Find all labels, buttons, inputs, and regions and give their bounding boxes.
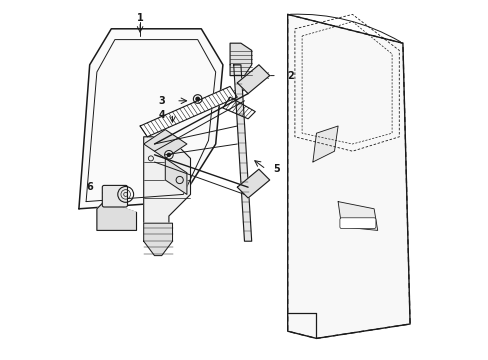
Polygon shape	[79, 29, 223, 209]
FancyBboxPatch shape	[102, 185, 127, 207]
Polygon shape	[312, 126, 337, 162]
FancyBboxPatch shape	[339, 218, 375, 229]
Polygon shape	[337, 202, 377, 230]
Text: 3: 3	[158, 96, 165, 106]
Polygon shape	[237, 169, 269, 198]
Polygon shape	[143, 223, 172, 256]
Text: 2: 2	[287, 71, 294, 81]
Polygon shape	[97, 202, 136, 230]
Polygon shape	[230, 43, 251, 76]
Polygon shape	[143, 130, 186, 158]
Circle shape	[167, 153, 170, 156]
Polygon shape	[233, 65, 251, 241]
Polygon shape	[165, 158, 186, 194]
Polygon shape	[223, 97, 255, 119]
Text: 6: 6	[86, 182, 93, 192]
Text: 4: 4	[158, 110, 165, 120]
Polygon shape	[287, 14, 409, 338]
Text: 1: 1	[137, 13, 143, 23]
Text: 5: 5	[273, 164, 280, 174]
Polygon shape	[237, 65, 269, 94]
Polygon shape	[143, 137, 190, 230]
Polygon shape	[140, 86, 237, 137]
Circle shape	[196, 97, 199, 101]
